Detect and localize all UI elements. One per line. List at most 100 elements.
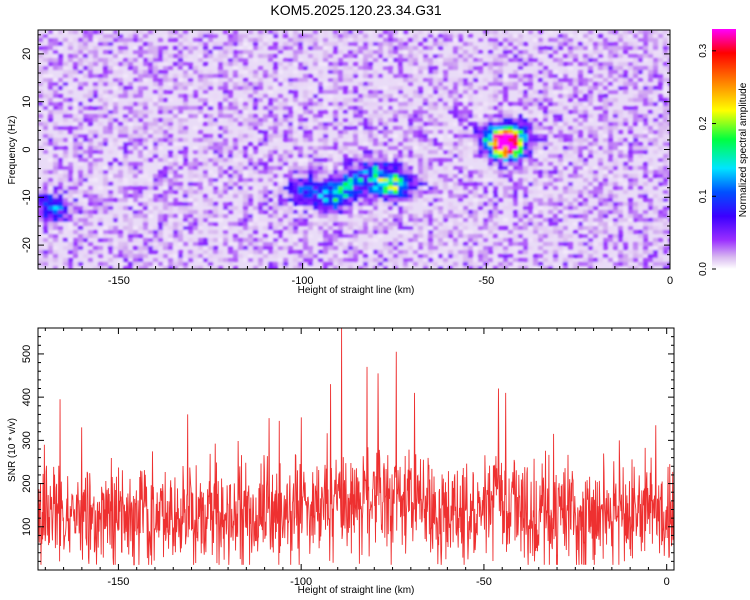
heatmap-cell: [393, 50, 398, 54]
heatmap-cell: [368, 94, 373, 98]
heatmap-cell: [253, 146, 258, 150]
heatmap-cell: [53, 126, 58, 130]
heatmap-cell: [413, 58, 418, 62]
heatmap-cell: [248, 202, 253, 206]
heatmap-cell: [133, 182, 138, 186]
heatmap-cell: [408, 54, 413, 58]
heatmap-cell: [108, 218, 113, 222]
heatmap-cell: [658, 238, 663, 242]
heatmap-cell: [653, 118, 658, 122]
heatmap-cell: [368, 178, 373, 182]
heatmap-cell: [98, 74, 103, 78]
heatmap-cell: [463, 126, 468, 130]
heatmap-cell: [243, 110, 248, 114]
heatmap-cell: [583, 198, 588, 202]
heatmap-cell: [423, 138, 428, 142]
heatmap-cell: [323, 194, 328, 198]
heatmap-cell: [378, 126, 383, 130]
heatmap-cell: [523, 134, 528, 138]
heatmap-cell: [438, 54, 443, 58]
heatmap-cell: [528, 138, 533, 142]
heatmap-cell: [598, 98, 603, 102]
heatmap-cell: [143, 106, 148, 110]
heatmap-cell: [178, 230, 183, 234]
heatmap-cell: [393, 194, 398, 198]
heatmap-cell: [298, 202, 303, 206]
heatmap-cell: [238, 138, 243, 142]
heatmap-cell: [113, 226, 118, 230]
heatmap-cell: [463, 74, 468, 78]
heatmap-cell: [623, 202, 628, 206]
heatmap-cell: [178, 66, 183, 70]
heatmap-cell: [483, 86, 488, 90]
heatmap-cell: [48, 162, 53, 166]
heatmap-cell: [393, 38, 398, 42]
heatmap-cell: [448, 222, 453, 226]
heatmap-cell: [433, 170, 438, 174]
heatmap-cell: [408, 130, 413, 134]
heatmap-cell: [493, 206, 498, 210]
heatmap-cell: [478, 206, 483, 210]
heatmap-cell: [468, 102, 473, 106]
heatmap-cell: [313, 58, 318, 62]
heatmap-cell: [413, 90, 418, 94]
heatmap-cell: [498, 234, 503, 238]
heatmap-cell: [223, 190, 228, 194]
heatmap-cell: [603, 242, 608, 246]
heatmap-cell: [653, 50, 658, 54]
heatmap-cell: [268, 54, 273, 58]
heatmap-cell: [238, 210, 243, 214]
heatmap-cell: [273, 150, 278, 154]
heatmap-cell: [663, 66, 668, 70]
heatmap-cell: [313, 34, 318, 38]
heatmap-cell: [288, 194, 293, 198]
heatmap-cell: [323, 82, 328, 86]
heatmap-cell: [143, 86, 148, 90]
heatmap-cell: [663, 226, 668, 230]
heatmap-cell: [423, 114, 428, 118]
heatmap-cell: [118, 94, 123, 98]
heatmap-cell: [418, 58, 423, 62]
heatmap-cell: [533, 166, 538, 170]
heatmap-cell: [73, 106, 78, 110]
heatmap-cell: [198, 238, 203, 242]
heatmap-cell: [48, 98, 53, 102]
heatmap-cell: [333, 202, 338, 206]
heatmap-cell: [118, 246, 123, 250]
heatmap-cell: [283, 30, 288, 34]
heatmap-cell: [588, 190, 593, 194]
heatmap-cell: [198, 38, 203, 42]
heatmap-cell: [173, 114, 178, 118]
heatmap-cell: [533, 126, 538, 130]
heatmap-cell: [333, 78, 338, 82]
heatmap-cell: [448, 130, 453, 134]
heatmap-cell: [608, 158, 613, 162]
heatmap-cell: [343, 238, 348, 242]
heatmap-cell: [253, 214, 258, 218]
heatmap-cell: [648, 226, 653, 230]
heatmap-cell: [138, 242, 143, 246]
heatmap-cell: [643, 58, 648, 62]
heatmap-cell: [358, 70, 363, 74]
heatmap-cell: [378, 42, 383, 46]
heatmap-cell: [118, 70, 123, 74]
heatmap-cell: [248, 242, 253, 246]
heatmap-cell: [538, 106, 543, 110]
heatmap-cell: [623, 210, 628, 214]
heatmap-cell: [73, 102, 78, 106]
heatmap-cell: [453, 186, 458, 190]
heatmap-cell: [463, 134, 468, 138]
heatmap-cell: [188, 162, 193, 166]
heatmap-cell: [473, 38, 478, 42]
heatmap-cell: [283, 226, 288, 230]
heatmap-cell: [313, 146, 318, 150]
heatmap-cell: [653, 210, 658, 214]
heatmap-cell: [183, 230, 188, 234]
heatmap-cell: [358, 158, 363, 162]
heatmap-cell: [228, 174, 233, 178]
heatmap-cell: [588, 70, 593, 74]
heatmap-cell: [253, 162, 258, 166]
heatmap-cell: [328, 162, 333, 166]
heatmap-cell: [188, 198, 193, 202]
heatmap-cell: [248, 118, 253, 122]
